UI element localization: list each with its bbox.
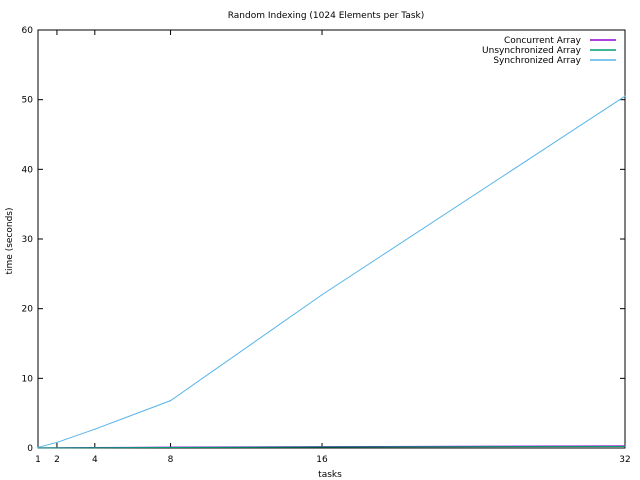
data-point-synchronized-array xyxy=(94,428,96,430)
data-point-synchronized-array xyxy=(321,294,323,296)
plot-border xyxy=(37,29,626,449)
series-line-unsynchronized-array xyxy=(37,445,626,449)
chart-title: Random Indexing (1024 Elements per Task) xyxy=(228,11,425,21)
data-point-unsynchronized-array xyxy=(94,447,96,449)
x-tick-label: 16 xyxy=(316,455,328,465)
x-tick-label: 8 xyxy=(168,455,174,465)
series-layer xyxy=(37,95,626,449)
y-tick-label: 0 xyxy=(27,444,33,454)
y-tick-label: 30 xyxy=(22,235,34,245)
legend-label-unsynchronized-array: Unsynchronized Array xyxy=(482,46,582,56)
y-tick-label: 20 xyxy=(22,305,34,315)
legend-label-synchronized-array: Synchronized Array xyxy=(493,56,581,66)
y-tick-label: 60 xyxy=(22,26,34,36)
y-axis-label: time (seconds) xyxy=(5,207,15,274)
x-axis-label: tasks xyxy=(318,470,342,480)
y-tick-label: 10 xyxy=(22,374,34,384)
data-point-synchronized-array xyxy=(169,400,172,402)
x-tick-label: 4 xyxy=(92,455,98,465)
data-point-unsynchronized-array xyxy=(624,445,626,448)
plot-area: 0 10 20 30 40 50 60 1 2 4 8 16 32 xyxy=(22,26,631,465)
x-tick-label: 32 xyxy=(619,455,630,465)
legend-label-concurrent-array: Concurrent Array xyxy=(504,36,582,46)
data-point-unsynchronized-array xyxy=(169,446,172,449)
data-point-synchronized-array xyxy=(37,446,39,448)
x-tick-label: 2 xyxy=(54,455,60,465)
x-tick-label: 1 xyxy=(35,455,41,465)
y-tick-label: 50 xyxy=(22,96,34,106)
data-point-unsynchronized-array xyxy=(321,446,323,448)
series-line-synchronized-array xyxy=(37,95,626,448)
data-point-synchronized-array xyxy=(624,95,626,97)
y-tick-label: 40 xyxy=(22,165,34,175)
data-point-synchronized-array xyxy=(56,441,58,444)
data-point-unsynchronized-array xyxy=(56,447,58,449)
